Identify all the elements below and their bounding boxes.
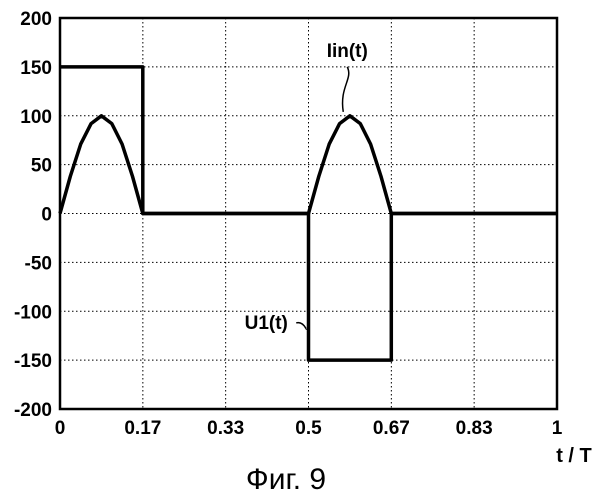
- figure-caption: Фиг. 9: [246, 463, 326, 496]
- x-tick-label: 0.67: [373, 418, 410, 439]
- y-tick-label: -100: [14, 302, 52, 323]
- y-tick-label: 200: [20, 9, 52, 30]
- y-tick-label: 100: [20, 107, 52, 128]
- annotation-iin-label: Iin(t): [327, 41, 368, 62]
- x-tick-label: 0.33: [207, 418, 244, 439]
- y-tick-label: -200: [14, 400, 52, 421]
- annotation-iin-leader: [343, 67, 349, 112]
- y-axis-ticks: 200 150 100 50 0 -50 -100 -150 -200: [14, 9, 52, 421]
- y-tick-label: -150: [14, 351, 52, 372]
- x-tick-label: 0: [55, 418, 66, 439]
- y-tick-label: 0: [41, 205, 52, 226]
- annotations: Iin(t) U1(t): [245, 41, 368, 334]
- x-tick-label: 0.17: [124, 418, 161, 439]
- annotation-u1-label: U1(t): [245, 313, 288, 334]
- y-tick-label: -50: [25, 253, 52, 274]
- x-tick-label: 0.83: [456, 418, 493, 439]
- x-axis-ticks: 0 0.17 0.33 0.5 0.67 0.83 1: [55, 418, 563, 439]
- y-tick-label: 150: [20, 58, 52, 79]
- x-tick-label: 0.5: [295, 418, 322, 439]
- annotation-u1-leader: [296, 323, 306, 330]
- x-axis-title: t / T: [556, 445, 592, 467]
- y-tick-label: 50: [31, 156, 52, 177]
- x-tick-label: 1: [552, 418, 563, 439]
